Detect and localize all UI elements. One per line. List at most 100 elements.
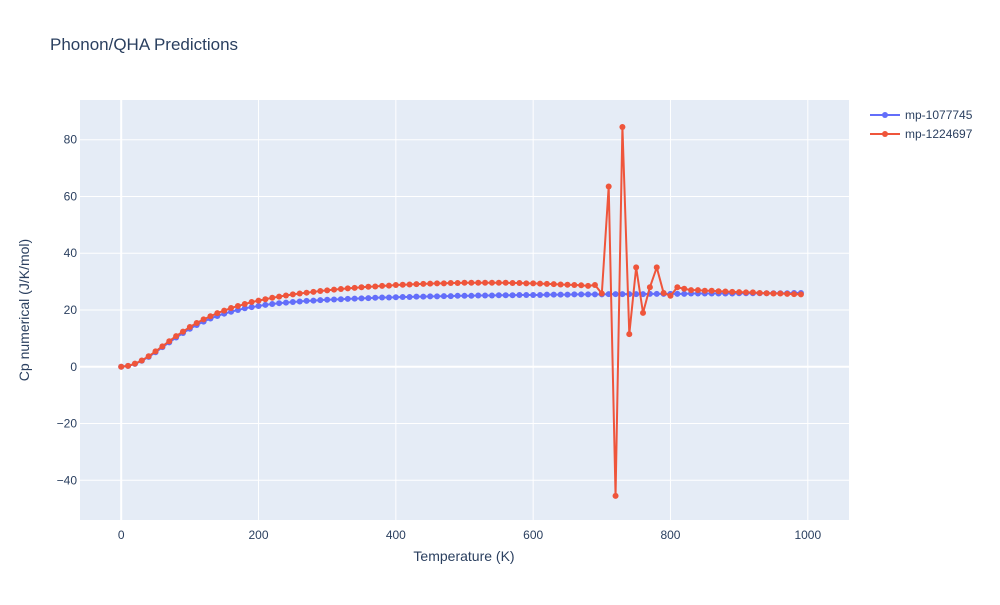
data-point[interactable] [379,294,386,301]
data-point[interactable] [653,290,660,297]
data-point[interactable] [159,343,166,350]
data-point[interactable] [228,305,235,312]
data-point[interactable] [331,296,338,303]
data-point[interactable] [791,291,798,298]
data-point[interactable] [324,287,331,294]
data-point[interactable] [262,301,269,308]
data-point[interactable] [571,291,578,298]
data-point[interactable] [681,285,688,292]
data-point[interactable] [585,282,592,289]
data-point[interactable] [399,293,406,300]
data-point[interactable] [530,291,537,298]
data-point[interactable] [310,297,317,304]
data-point[interactable] [248,304,255,311]
data-point[interactable] [681,290,688,297]
data-point[interactable] [420,293,427,300]
data-point[interactable] [502,292,509,299]
data-point[interactable] [447,280,454,287]
data-point[interactable] [612,492,619,499]
data-point[interactable] [317,297,324,304]
data-point[interactable] [722,288,729,295]
legend[interactable]: mp-1077745 mp-1224697 [870,108,973,141]
data-point[interactable] [605,183,612,190]
data-point[interactable] [578,282,585,289]
data-point[interactable] [420,280,427,287]
data-point[interactable] [482,279,489,286]
data-point[interactable] [392,282,399,289]
data-point[interactable] [434,293,441,300]
data-point[interactable] [276,293,283,300]
data-point[interactable] [743,289,750,296]
data-point[interactable] [138,357,145,364]
data-point[interactable] [282,299,289,306]
data-point[interactable] [564,291,571,298]
data-point[interactable] [488,279,495,286]
legend-item[interactable]: mp-1224697 [870,127,973,141]
data-point[interactable] [262,296,269,303]
data-point[interactable] [365,295,372,302]
data-point[interactable] [145,353,152,360]
data-point[interactable] [646,284,653,291]
data-point[interactable] [694,287,701,294]
data-point[interactable] [468,292,475,299]
data-point[interactable] [633,291,640,298]
data-point[interactable] [331,286,338,293]
data-point[interactable] [131,360,138,367]
data-point[interactable] [207,313,214,320]
data-point[interactable] [166,338,173,345]
data-point[interactable] [612,291,619,298]
data-point[interactable] [193,320,200,327]
data-point[interactable] [454,292,461,299]
data-point[interactable] [337,286,344,292]
data-point[interactable] [351,284,358,291]
data-point[interactable] [289,291,296,298]
data-point[interactable] [221,307,228,314]
data-point[interactable] [372,294,379,301]
data-point[interactable] [200,316,207,323]
data-point[interactable] [653,264,660,271]
data-point[interactable] [379,282,386,289]
data-point[interactable] [282,292,289,299]
data-point[interactable] [729,288,736,295]
data-point[interactable] [406,281,413,288]
data-point[interactable] [564,281,571,288]
data-point[interactable] [248,299,255,306]
data-point[interactable] [303,289,310,296]
data-point[interactable] [763,290,770,297]
data-point[interactable] [619,123,626,130]
data-point[interactable] [543,291,550,298]
data-point[interactable] [468,279,475,286]
data-point[interactable] [495,279,502,286]
data-point[interactable] [255,297,262,304]
data-point[interactable] [495,292,502,299]
data-point[interactable] [640,291,647,298]
data-point[interactable] [365,283,372,290]
data-point[interactable] [640,309,647,316]
data-point[interactable] [234,303,241,310]
data-point[interactable] [715,288,722,295]
data-point[interactable] [447,293,454,300]
data-point[interactable] [440,280,447,287]
data-point[interactable] [557,291,564,298]
data-point[interactable] [619,291,626,298]
data-point[interactable] [440,293,447,300]
data-point[interactable] [667,292,674,299]
data-point[interactable] [413,293,420,300]
data-point[interactable] [784,290,791,297]
data-point[interactable] [372,283,379,290]
data-point[interactable] [749,289,756,296]
data-point[interactable] [324,296,331,303]
data-point[interactable] [269,294,276,301]
data-point[interactable] [173,333,180,340]
data-point[interactable] [482,292,489,299]
data-point[interactable] [461,292,468,299]
data-point[interactable] [296,290,303,297]
data-point[interactable] [626,331,633,338]
data-point[interactable] [179,328,186,335]
data-point[interactable] [296,298,303,305]
data-point[interactable] [701,287,708,294]
data-point[interactable] [598,290,605,297]
data-point[interactable] [310,288,317,295]
data-point[interactable] [427,293,434,300]
data-point[interactable] [736,289,743,296]
